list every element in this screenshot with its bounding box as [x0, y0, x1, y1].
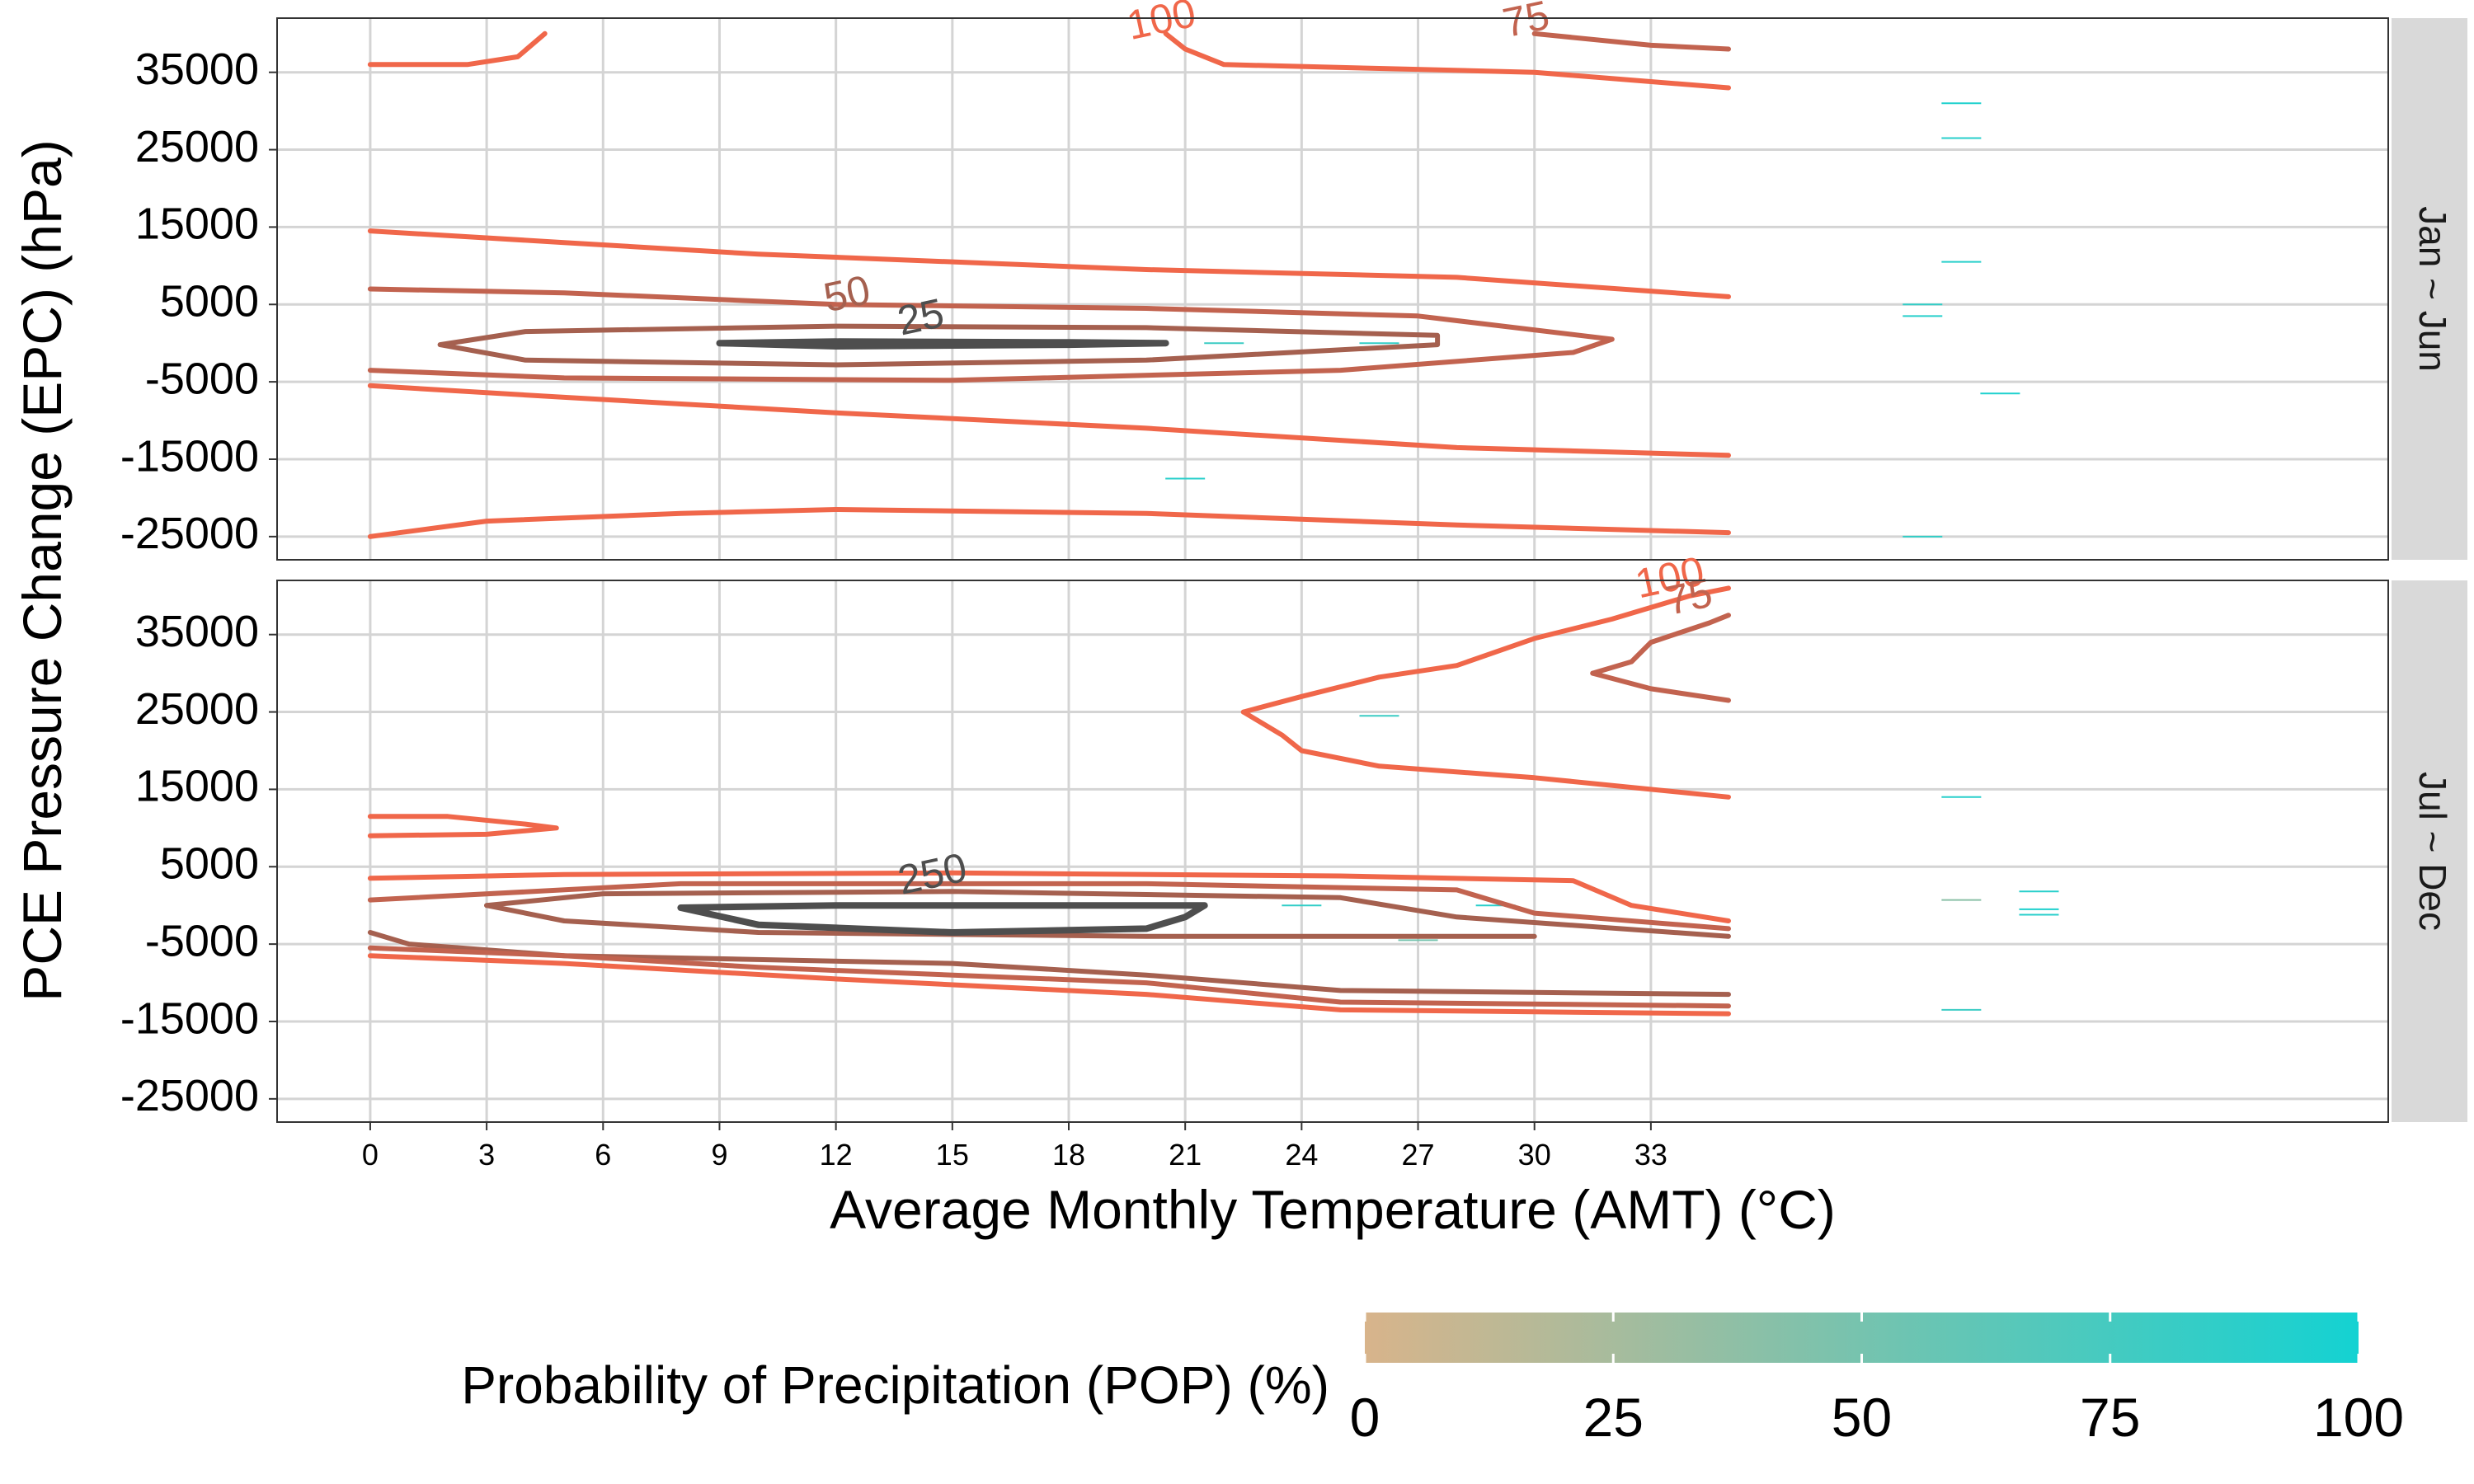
panel-bottom-y-ticks: 35000 25000 15000 5000 -5000 -15000 -25000 — [120, 607, 277, 1120]
x-tick-label: 3 — [478, 1138, 495, 1172]
x-tick-label: 18 — [1052, 1138, 1085, 1172]
y-tick-label: 25000 — [135, 684, 259, 734]
y-tick-label: 15000 — [135, 200, 259, 249]
panel-bottom-background — [277, 580, 2388, 1122]
legend: Probability of Precipitation (POP) (%) 0… — [461, 1313, 2404, 1448]
contour-line-50 — [367, 930, 1731, 998]
contour-line-100 — [367, 31, 548, 68]
y-tick-label: -15000 — [120, 431, 259, 481]
contour-line-50 — [484, 903, 1537, 939]
panel-top-y-ticks: 35000 25000 15000 5000 -5000 -15000 -25000 — [120, 45, 277, 558]
contour-line-75 — [367, 945, 1731, 1009]
contour-line-100 — [1163, 31, 1731, 91]
x-tick-label: 24 — [1285, 1138, 1318, 1172]
panel-top-strip-label: Jan ~ Jun — [2411, 206, 2454, 372]
y-tick-label: -25000 — [120, 509, 259, 558]
legend-tick-labels: 0 25 50 75 100 — [1350, 1387, 2404, 1448]
x-tick-label: 12 — [820, 1138, 853, 1172]
panel-top-background — [277, 18, 2388, 560]
legend-tick-label: 100 — [2313, 1387, 2404, 1448]
y-tick-label: -15000 — [120, 993, 259, 1043]
panel-top-grid — [277, 18, 2388, 560]
panel-top-border — [276, 17, 2389, 561]
contour-label: 25 — [893, 289, 948, 344]
contour-line-75 — [1590, 670, 1731, 703]
x-tick-label: 9 — [711, 1138, 727, 1172]
x-axis-ticks: 0 3 6 9 12 15 18 21 24 27 30 33 — [362, 1122, 1667, 1172]
contour-label: 75 — [1662, 570, 1716, 624]
contour-label: 50 — [820, 266, 874, 321]
y-tick-label: 5000 — [160, 277, 259, 326]
contour-line-75 — [1531, 31, 1731, 52]
panel-bottom-border — [276, 580, 2389, 1123]
panel-bottom-strip-label: Jul ~ Dec — [2411, 772, 2454, 931]
contour-line-75 — [367, 286, 1615, 383]
y-tick-label: 25000 — [135, 122, 259, 171]
contour-line-100 — [1240, 709, 1731, 800]
legend-tick-label: 75 — [2080, 1387, 2140, 1448]
x-tick-label: 15 — [936, 1138, 969, 1172]
panel-top-contours — [367, 31, 1731, 539]
x-tick-label: 6 — [595, 1138, 611, 1172]
legend-tick-label: 25 — [1583, 1387, 1644, 1448]
x-tick-label: 33 — [1634, 1138, 1667, 1172]
panel-bottom-grid — [277, 580, 2388, 1122]
contour-line-100 — [367, 383, 1731, 458]
contour-line-50 — [484, 889, 1731, 939]
x-tick-label: 0 — [362, 1138, 379, 1172]
x-tick-label: 21 — [1169, 1138, 1202, 1172]
y-tick-label: -5000 — [145, 916, 259, 965]
x-tick-label: 27 — [1402, 1138, 1435, 1172]
contour-line-100 — [367, 870, 1731, 923]
contour-line-100 — [367, 953, 1731, 1017]
y-tick-label: -25000 — [120, 1071, 259, 1120]
contour-line-75 — [1590, 613, 1731, 676]
panel-top-strip — [2392, 18, 2467, 560]
contour-line-100 — [367, 507, 1731, 539]
contour-line-25 — [716, 338, 1169, 350]
legend-title: Probability of Precipitation (POP) (%) — [461, 1355, 1329, 1415]
panel-bottom-strip — [2392, 580, 2467, 1122]
contour-line-50 — [437, 323, 1441, 368]
panel-bottom-contours — [367, 585, 1731, 1017]
contour-line-100 — [367, 814, 559, 838]
contour-label: 75 — [1498, 0, 1553, 46]
y-tick-label: 5000 — [160, 839, 259, 889]
contour-line-75 — [367, 881, 1731, 932]
legend-tick-label: 50 — [1832, 1387, 1892, 1448]
contour-line-100 — [367, 228, 1731, 299]
x-axis-title: Average Monthly Temperature (AMT) (°C) — [830, 1179, 1836, 1240]
legend-colorbar-ticks — [1363, 1313, 2360, 1363]
x-tick-label: 30 — [1518, 1138, 1551, 1172]
y-axis-title: PCE Pressure Change (EPC) (hPa) — [12, 139, 73, 1001]
y-tick-label: 15000 — [135, 762, 259, 811]
y-tick-label: 35000 — [135, 45, 259, 94]
contour-line-100 — [1240, 585, 1731, 715]
y-tick-label: -5000 — [145, 354, 259, 403]
legend-tick-label: 0 — [1350, 1387, 1380, 1448]
y-tick-label: 35000 — [135, 607, 259, 656]
contour-line-25 — [677, 902, 1208, 936]
